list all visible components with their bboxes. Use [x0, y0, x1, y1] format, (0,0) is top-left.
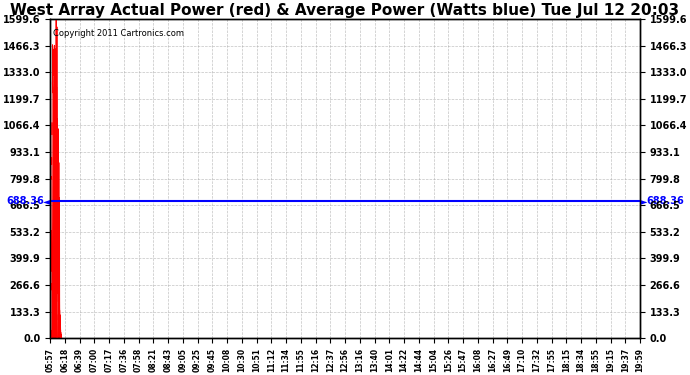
Title: West Array Actual Power (red) & Average Power (Watts blue) Tue Jul 12 20:03: West Array Actual Power (red) & Average … — [10, 3, 680, 18]
Text: ◄: ◄ — [43, 196, 50, 206]
Text: 688.36: 688.36 — [6, 196, 44, 206]
Text: 688.36: 688.36 — [646, 196, 684, 206]
Text: Copyright 2011 Cartronics.com: Copyright 2011 Cartronics.com — [53, 28, 184, 38]
Text: ►: ► — [640, 196, 647, 206]
